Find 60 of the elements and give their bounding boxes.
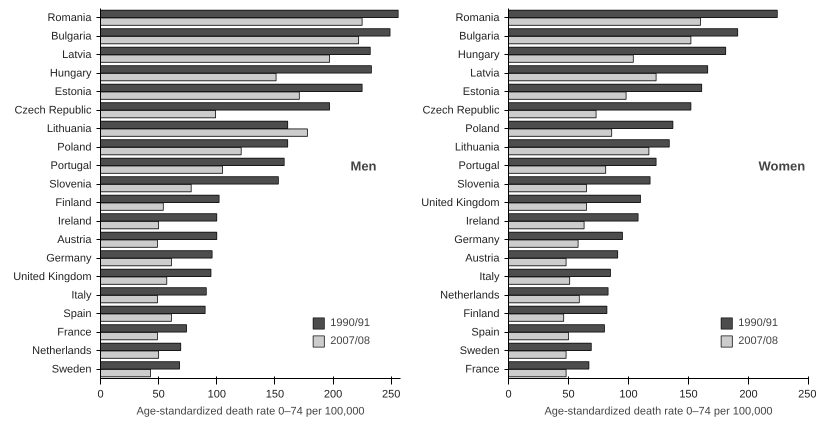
y-tick-label: Germany [46,252,92,264]
x-axis-title: Age-standardized death rate 0–74 per 100,000 [136,406,365,418]
y-tick-label: Hungary [458,48,500,61]
text: Men [350,158,377,174]
x-tick-label: 0 [97,388,104,400]
y-tick-label: Slovenia [457,178,500,190]
y-tick-label: Finland [463,308,500,320]
y-tick-label: Austria [465,252,500,264]
legend-label: 2007/08 [738,335,778,347]
y-tick-label: Lithuania [454,141,500,154]
y-tick-label: Spain [471,326,500,338]
y-tick-label: Bulgaria [51,30,92,42]
x-tick-label: 100 [619,388,638,400]
y-tick-label: Latvia [470,67,500,80]
y-tick-label: Slovenia [49,178,92,190]
legend-label: 2007/08 [330,335,370,347]
y-tick-label: United Kingdom [13,270,92,283]
y-tick-label: Romania [47,12,92,24]
y-tick-label: Sweden [52,363,92,376]
y-tick-label: Ireland [58,215,92,228]
y-tick-label: Sweden [460,344,500,357]
y-tick-label: Estonia [462,86,500,98]
x-tick-label: 100 [208,388,226,400]
legend-label: 1990/91 [738,317,778,329]
y-tick-label: France [465,363,500,376]
x-tick-label: 0 [505,388,512,400]
y-tick-label: Italy [71,289,92,302]
x-tick-label: 200 [324,388,342,400]
text: Women [758,158,806,174]
y-tick-label: Germany [454,234,500,246]
y-tick-label: Finland [55,196,92,209]
x-tick-label: 50 [562,388,575,400]
y-tick-label: Lithuania [46,122,92,135]
y-tick-label: Poland [57,141,92,154]
x-tick-label: 150 [266,388,284,400]
y-tick-label: United Kingdom [421,196,500,209]
y-tick-label: Netherlands [440,289,500,302]
x-tick-label: 250 [382,388,400,400]
y-tick-label: Poland [465,122,500,135]
y-tick-label: France [57,326,92,338]
x-tick-label: 250 [798,388,817,400]
y-tick-label: Bulgaria [459,30,500,42]
legend-label: 1990/91 [330,317,370,329]
y-tick-label: Spain [63,308,92,320]
y-tick-label: Netherlands [32,344,92,357]
y-tick-label: Austria [57,234,92,246]
y-tick-label: Estonia [54,86,92,98]
x-tick-label: 150 [679,388,698,400]
y-tick-label: Czech Republic [422,104,500,116]
x-tick-label: 50 [152,388,165,400]
y-tick-label: Romania [455,12,500,24]
x-axis-title: Age-standardized death rate 0–74 per 100,000 [544,406,773,418]
y-tick-label: Portugal [50,160,92,172]
y-tick-label: Ireland [466,215,500,228]
x-tick-label: 200 [739,388,758,400]
y-tick-label: Czech Republic [14,104,92,116]
y-tick-label: Hungary [50,67,92,80]
y-tick-label: Italy [479,270,500,283]
y-tick-label: Latvia [62,48,92,61]
y-tick-label: Portugal [458,160,500,172]
